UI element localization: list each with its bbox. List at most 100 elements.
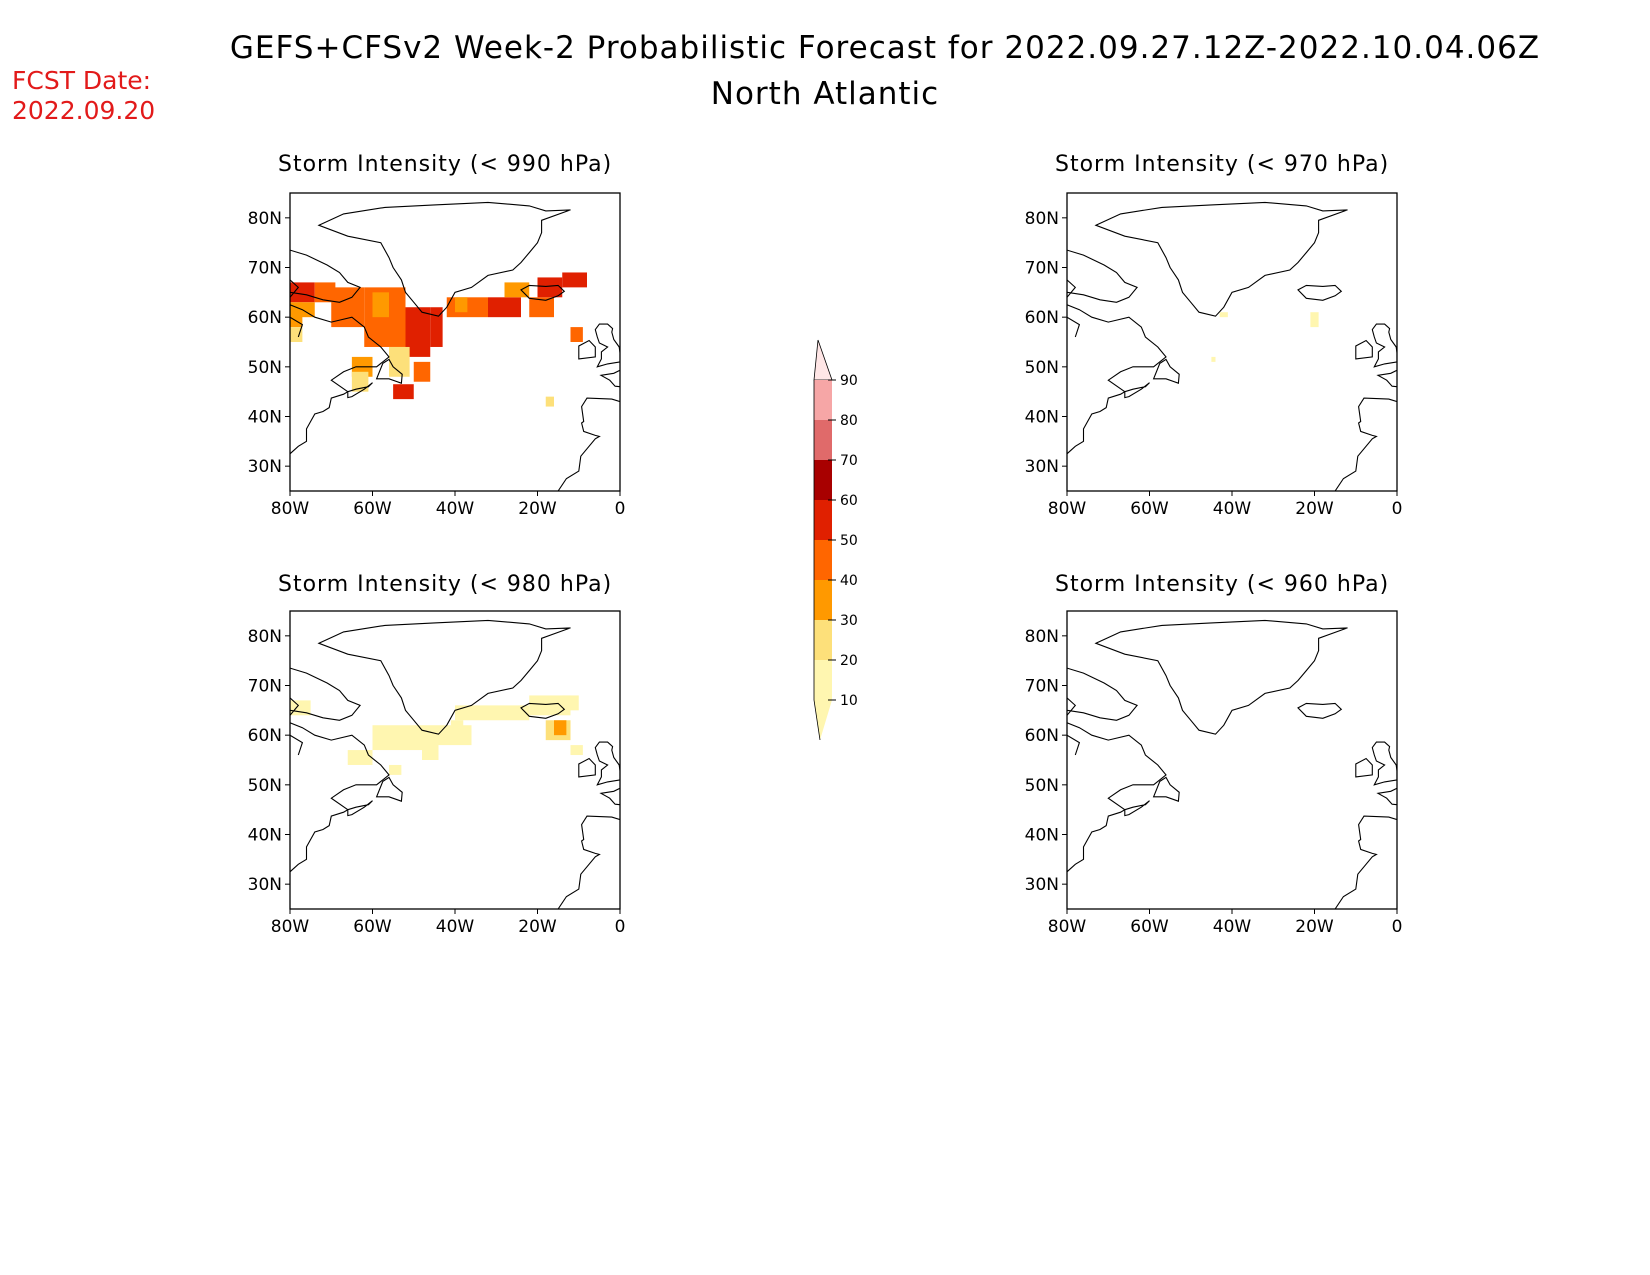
probability-field [290, 695, 583, 775]
lon-tick-label: 60W [353, 917, 392, 937]
probability-cell [562, 272, 587, 288]
probability-cell [529, 297, 554, 318]
coastline-hudson-bay [290, 734, 304, 756]
map-panel-990: 80N 70N 60N 50N 40N 30N 80W 60W 40W 20W 0 [248, 192, 626, 519]
coastline-britain [594, 323, 620, 368]
coastline-iberia-africa [557, 815, 620, 909]
probability-cell [422, 725, 439, 760]
region-title: North Atlantic [710, 76, 940, 112]
coastline-britain [1371, 323, 1397, 368]
probability-cell [347, 750, 373, 765]
coastline-greenland [1094, 201, 1348, 317]
probability-cell [430, 307, 443, 347]
probability-cell [372, 292, 389, 318]
probability-cell [570, 745, 583, 756]
lat-tick-label: 80N [248, 209, 282, 229]
probability-cell [570, 327, 583, 342]
lat-tick-label: 50N [1025, 776, 1059, 796]
lat-tick-label: 50N [248, 776, 282, 796]
coastlines [1067, 619, 1397, 909]
probability-cell [554, 720, 567, 736]
colorbar-label: 70 [840, 453, 858, 469]
lat-tick-label: 40N [248, 826, 282, 846]
lat-tick-label: 30N [1025, 875, 1059, 895]
lat-tick-label: 70N [248, 259, 282, 279]
lon-tick-label: 40W [1213, 917, 1252, 937]
probability-cell [529, 695, 571, 716]
probability-cell [450, 720, 464, 736]
lat-tick-label: 40N [1025, 408, 1059, 428]
colorbar-segment [814, 500, 832, 540]
map-frame [289, 610, 621, 910]
probability-cell [298, 302, 315, 318]
coastline-iceland [520, 284, 566, 301]
map-panel-970: 80N 70N 60N 50N 40N 30N 80W 60W 40W 20W 0 [1025, 192, 1402, 519]
probability-cell [545, 396, 554, 407]
lat-tick-label: 40N [248, 408, 282, 428]
coastline-iberia-africa [557, 397, 620, 491]
coastlines [1067, 201, 1397, 491]
coastline-nova-scotia [1124, 382, 1150, 399]
coastline-greenland [317, 619, 571, 735]
colorbar-segment [814, 380, 832, 420]
colorbar-label: 40 [840, 573, 858, 589]
probability-cell [413, 361, 431, 382]
probability-cell [389, 764, 402, 775]
coastline-baffin [1067, 249, 1139, 303]
lat-tick-label: 70N [1025, 677, 1059, 697]
probability-cell [504, 282, 530, 298]
probability-cell [562, 695, 579, 711]
probability-cell [537, 277, 563, 298]
colorbar-label: 80 [840, 413, 858, 429]
map-panel-980: 80N 70N 60N 50N 40N 30N 80W 60W 40W 20W 0 [248, 610, 626, 937]
probability-cell [372, 725, 422, 751]
probability-cell [314, 282, 336, 303]
map-frame [1066, 610, 1398, 910]
colorbar-label: 10 [840, 693, 858, 709]
probability-field [290, 272, 587, 407]
lat-tick-label: 30N [248, 457, 282, 477]
lat-tick-label: 60N [1025, 308, 1059, 328]
lat-tick-label: 30N [248, 875, 282, 895]
probability-cell [393, 384, 414, 400]
probability-field [1211, 312, 1319, 362]
lon-tick-label: 40W [436, 499, 475, 519]
coastline-newfoundland [375, 358, 403, 384]
lon-tick-label: 60W [1130, 499, 1169, 519]
coastline-france [1376, 369, 1397, 388]
map-frame [1066, 192, 1398, 492]
coastline-greenland [317, 201, 571, 317]
coastline-north-america [290, 722, 390, 873]
colorbar-segment [814, 580, 832, 620]
probability-cell [351, 371, 369, 392]
coastline-hudson [290, 279, 300, 298]
coastline-baffin [1067, 667, 1139, 721]
coastlines [290, 619, 620, 909]
panel-title-990: Storm Intensity (< 990 hPa) [278, 152, 613, 177]
lon-tick-label: 0 [1392, 917, 1403, 937]
lat-tick-label: 60N [248, 308, 282, 328]
lon-tick-label: 20W [518, 499, 557, 519]
lon-tick-label: 80W [1048, 917, 1087, 937]
coastline-baffin [290, 249, 362, 303]
coastline-britain [594, 741, 620, 786]
coastline-nova-scotia [347, 382, 373, 399]
probability-cell [455, 297, 468, 313]
coastline-france [599, 369, 620, 388]
colorbar-label: 20 [840, 653, 858, 669]
probability-cell [455, 705, 530, 721]
lon-tick-label: 60W [353, 499, 392, 519]
coastline-hudson [1067, 697, 1077, 716]
colorbar-label: 60 [840, 493, 858, 509]
lat-tick-label: 70N [1025, 259, 1059, 279]
lon-tick-label: 80W [1048, 499, 1087, 519]
probability-cell [488, 297, 521, 318]
coastline-greenland [1094, 619, 1348, 735]
colorbar-label: 90 [840, 373, 858, 389]
lon-tick-label: 0 [615, 499, 626, 519]
lon-tick-label: 0 [615, 917, 626, 937]
coastline-nova-scotia [1124, 800, 1150, 817]
lat-tick-label: 70N [248, 677, 282, 697]
lat-tick-label: 40N [1025, 826, 1059, 846]
map-panel-960: 80N 70N 60N 50N 40N 30N 80W 60W 40W 20W 0 [1025, 610, 1403, 937]
